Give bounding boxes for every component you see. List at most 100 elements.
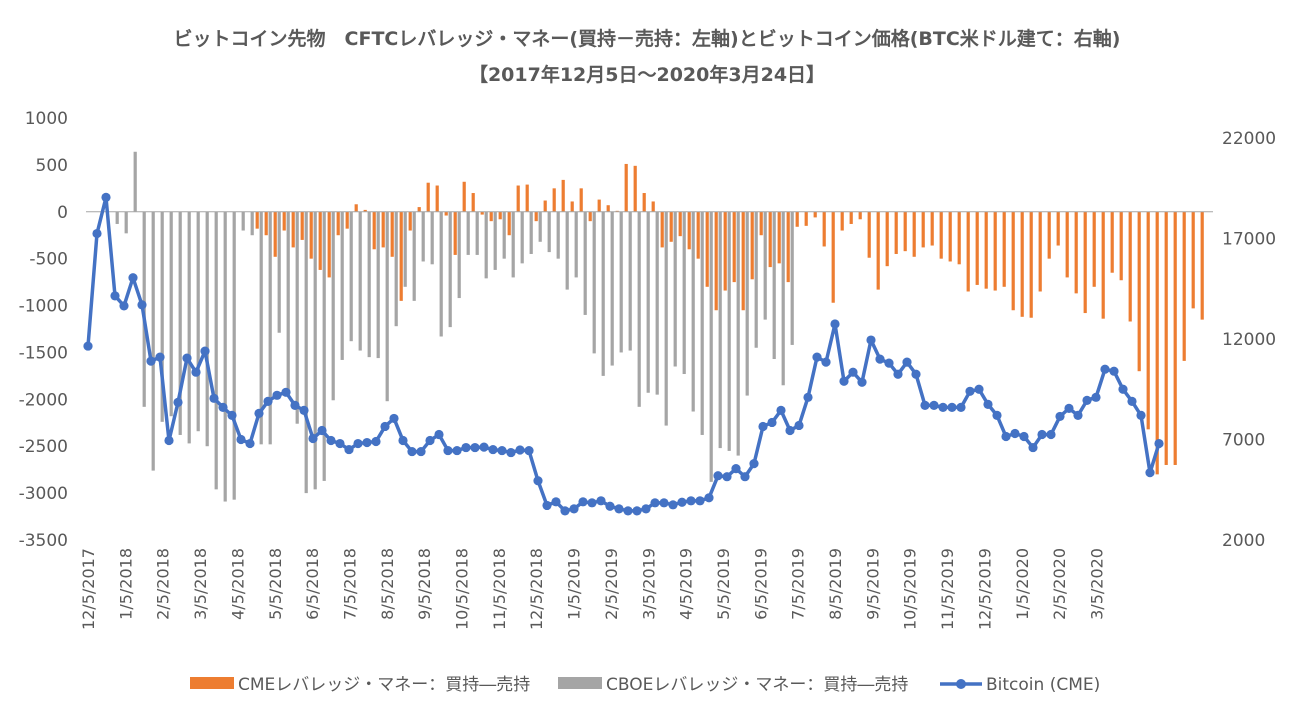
cme-bar — [372, 211, 376, 250]
cme-bar — [435, 185, 439, 212]
cme-bar — [1164, 211, 1168, 465]
bitcoin-point — [1046, 429, 1056, 440]
cboe-bar — [709, 211, 713, 482]
bitcoin-point — [902, 357, 912, 367]
bitcoin-point — [416, 446, 426, 457]
cme-bar — [327, 211, 331, 278]
cme-bar — [309, 211, 313, 259]
x-tick-label: 2/5/2019 — [602, 548, 621, 620]
y-left-tick-label: -2000 — [19, 390, 68, 410]
cboe-bar — [331, 211, 335, 401]
cme-bar — [606, 205, 610, 212]
bitcoin-point — [947, 402, 957, 412]
bitcoin-point — [623, 506, 633, 516]
bitcoin-point — [488, 444, 498, 455]
cboe-bar — [295, 211, 299, 424]
cme-bar — [588, 211, 592, 222]
y-right-tick-label: 12000 — [1222, 330, 1276, 350]
cboe-bar — [619, 211, 623, 353]
x-tick-label: 5/5/2019 — [714, 548, 733, 620]
cme-bar — [1074, 211, 1078, 294]
cboe-bar — [115, 211, 119, 224]
cboe-bar — [349, 211, 353, 342]
bitcoin-point — [560, 506, 570, 516]
legend-label-cboe: CBOEレバレッジ・マネー：買持―売持 — [606, 675, 908, 695]
cboe-bar — [367, 211, 371, 358]
cme-bar — [993, 211, 997, 291]
bitcoin-point — [767, 417, 777, 428]
bitcoin-point — [731, 464, 741, 474]
bitcoin-point — [1145, 468, 1155, 478]
bitcoin-point — [1019, 431, 1029, 442]
cboe-bar — [322, 211, 326, 481]
cboe-bar — [511, 211, 515, 278]
chart-subtitle: 【2017年12月5日～2020年3月24日】 — [468, 64, 826, 86]
cme-bar — [759, 211, 763, 236]
bitcoin-point — [704, 493, 714, 503]
cme-bar — [273, 211, 277, 257]
cme-bar — [291, 211, 295, 248]
cboe-bar — [169, 211, 173, 417]
bitcoin-point — [1154, 438, 1164, 449]
cme-bar — [408, 211, 412, 231]
bitcoin-point — [389, 413, 399, 424]
bitcoin-point — [353, 438, 363, 449]
bitcoin-point — [893, 369, 903, 379]
bitcoin-point — [191, 367, 201, 377]
bitcoin-point — [578, 497, 588, 507]
cme-bar — [345, 211, 349, 229]
cboe-bar — [502, 211, 506, 259]
cboe-bar — [646, 211, 650, 393]
cboe-bar — [556, 211, 560, 259]
cme-bar — [885, 211, 889, 267]
bitcoin-point — [452, 445, 462, 456]
bitcoin-point — [650, 498, 660, 508]
bitcoin-point — [425, 435, 435, 446]
cme-bar — [1011, 211, 1015, 311]
cboe-bar — [529, 211, 533, 254]
bitcoin-point — [479, 442, 489, 452]
bitcoin-point — [533, 476, 543, 486]
cme-bar — [813, 211, 817, 218]
cboe-bar — [133, 151, 137, 212]
cme-bar — [1047, 211, 1051, 259]
y-right-tick-label: 7000 — [1222, 431, 1265, 451]
x-tick-label: 10/5/2018 — [453, 548, 472, 630]
cme-bar — [417, 207, 421, 212]
bitcoin-point — [677, 497, 687, 507]
x-tick-label: 7/5/2019 — [789, 548, 808, 620]
cme-bar — [1119, 211, 1123, 281]
cme-bar — [642, 193, 646, 212]
bitcoin-point — [1010, 428, 1020, 439]
bitcoin-point — [164, 435, 174, 446]
cboe-bar — [313, 211, 317, 490]
y-right-tick-label: 2000 — [1222, 531, 1265, 551]
cme-bar — [651, 201, 655, 212]
cboe-bar — [736, 211, 740, 456]
bitcoin-point — [1028, 442, 1038, 453]
cme-bar — [399, 211, 403, 301]
cme-bar — [966, 211, 970, 292]
bitcoin-point — [362, 437, 372, 448]
cboe-bar — [484, 211, 488, 279]
bitcoin-point — [299, 405, 309, 415]
cboe-bar — [493, 211, 497, 270]
cme-bar — [930, 211, 934, 246]
cme-bar — [957, 211, 961, 265]
cboe-bar — [214, 211, 218, 490]
x-tick-label: 11/5/2019 — [938, 548, 957, 630]
cme-bar — [1110, 211, 1114, 273]
cboe-bar — [754, 211, 758, 348]
cboe-bar — [790, 211, 794, 345]
cme-bar — [876, 211, 880, 290]
cme-bar — [1137, 211, 1141, 372]
y-left-tick-label: 500 — [36, 156, 68, 176]
cboe-bar — [700, 211, 704, 435]
cboe-bar — [250, 211, 254, 236]
bitcoin-point — [119, 301, 129, 311]
cme-bar — [354, 204, 358, 212]
x-tick-label: 7/5/2018 — [340, 548, 359, 620]
cme-bar — [1146, 211, 1150, 430]
cme-bar — [525, 184, 529, 212]
bitcoin-point — [128, 273, 138, 283]
